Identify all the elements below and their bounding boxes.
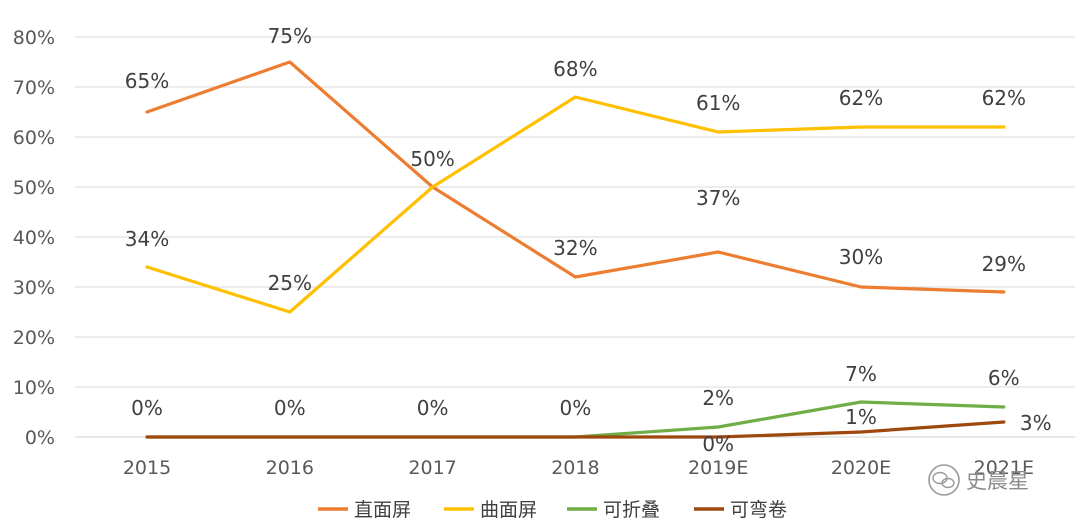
y-tick-label: 10% bbox=[13, 377, 55, 399]
data-label: 0% bbox=[702, 432, 734, 456]
y-tick-label: 50% bbox=[13, 177, 55, 199]
data-label: 61% bbox=[696, 91, 740, 115]
series-lines bbox=[145, 60, 1006, 439]
data-label: 0% bbox=[274, 396, 306, 420]
data-label: 6% bbox=[988, 366, 1020, 390]
y-tick-label: 70% bbox=[13, 77, 55, 99]
series-line-4 bbox=[145, 420, 1006, 439]
gridlines bbox=[75, 36, 1075, 438]
y-tick-label: 30% bbox=[13, 277, 55, 299]
data-label: 68% bbox=[553, 57, 597, 81]
y-tick-label: 40% bbox=[13, 227, 55, 249]
data-label: 65% bbox=[125, 69, 169, 93]
data-label: 1% bbox=[845, 405, 877, 429]
x-tick-label: 2018 bbox=[551, 457, 599, 479]
y-axis-ticks: 0% 10% 20% 30% 40% 50% 60% 70% 80% bbox=[13, 27, 55, 449]
data-label: 32% bbox=[553, 236, 597, 260]
data-label: 7% bbox=[845, 362, 877, 386]
legend-label: 可弯卷 bbox=[730, 499, 787, 521]
data-label: 34% bbox=[125, 227, 169, 251]
y-tick-label: 0% bbox=[25, 427, 55, 449]
y-tick-label: 80% bbox=[13, 27, 55, 49]
data-label: 0% bbox=[417, 396, 449, 420]
y-tick-label: 20% bbox=[13, 327, 55, 349]
series-line-1 bbox=[145, 60, 1006, 294]
data-label: 50% bbox=[410, 147, 454, 171]
watermark: 史晨星 bbox=[928, 464, 1029, 496]
data-label: 2% bbox=[702, 386, 734, 410]
x-tick-label: 2017 bbox=[408, 457, 456, 479]
x-tick-label: 2020E bbox=[831, 457, 891, 479]
x-axis-ticks: 2015 2016 2017 2018 2019E 2020E 2021E bbox=[123, 457, 1034, 479]
data-label: 0% bbox=[131, 396, 163, 420]
data-label: 3% bbox=[1020, 411, 1052, 435]
y-tick-label: 60% bbox=[13, 127, 55, 149]
data-label: 0% bbox=[560, 396, 592, 420]
x-tick-label: 2016 bbox=[266, 457, 314, 479]
data-label: 37% bbox=[696, 186, 740, 210]
legend-label: 直面屏 bbox=[354, 499, 411, 521]
legend: 直面屏 曲面屏 可折叠 可弯卷 bbox=[318, 499, 787, 521]
data-label: 62% bbox=[839, 86, 883, 110]
watermark-text: 史晨星 bbox=[966, 469, 1029, 493]
data-label: 62% bbox=[982, 86, 1026, 110]
legend-label: 曲面屏 bbox=[480, 499, 537, 521]
data-label: 25% bbox=[268, 271, 312, 295]
data-labels: 65% 75% 50% 32% 37% 30% 29% 34% 25% 68% 61% 62% 62% 0… bbox=[125, 24, 1052, 456]
wechat-icon bbox=[928, 464, 960, 496]
data-label: 30% bbox=[839, 245, 883, 269]
x-tick-label: 2015 bbox=[123, 457, 171, 479]
legend-label: 可折叠 bbox=[603, 499, 660, 521]
data-label: 29% bbox=[982, 252, 1026, 276]
series-line-2 bbox=[145, 95, 1006, 314]
x-tick-label: 2021E bbox=[974, 457, 1034, 479]
x-tick-label: 2019E bbox=[688, 457, 748, 479]
data-label: 75% bbox=[268, 24, 312, 48]
